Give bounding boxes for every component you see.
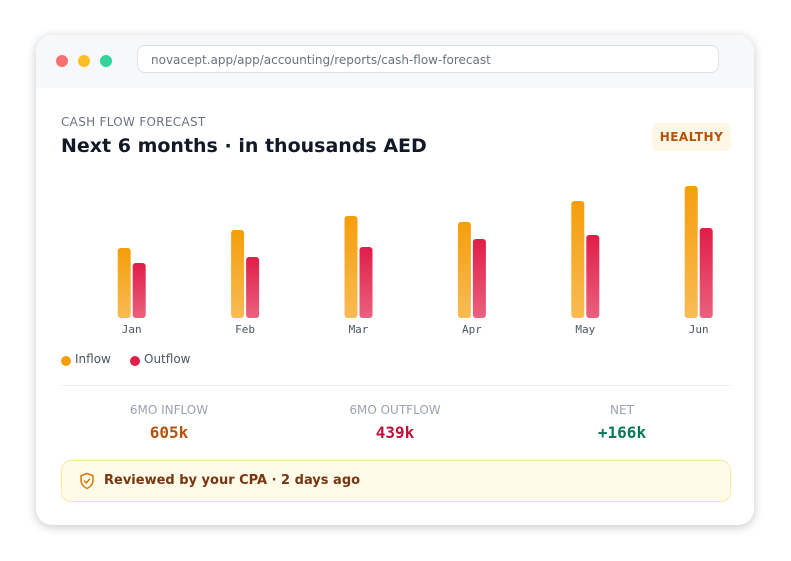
status-badge: HEALTHY (652, 123, 731, 151)
bar (117, 248, 131, 318)
bar (246, 257, 260, 318)
url-bar[interactable]: novacept.app/app/accounting/reports/cash… (137, 45, 719, 73)
bar (457, 222, 471, 318)
stat-label: 6MO INFLOW (129, 403, 209, 417)
x-tick-label: Mar (349, 323, 369, 335)
window: novacept.app/app/accounting/reports/cash… (36, 35, 754, 525)
stat: NET +166k (522, 403, 722, 442)
legend-label[interactable]: Inflow (75, 352, 111, 366)
maximize-dot[interactable] (100, 55, 112, 67)
shield-icon (80, 472, 94, 490)
bar (344, 216, 358, 318)
stat-value: 439k (375, 423, 415, 442)
x-tick-label: Feb (235, 323, 255, 335)
title: Next 6 months · in thousands AED (61, 135, 427, 157)
browser-bar: novacept.app/app/accounting/reports/cash… (36, 35, 754, 88)
legend-dot (61, 356, 71, 366)
x-tick-label: Apr (462, 323, 482, 335)
stat-label: NET (610, 403, 634, 417)
legend-dot (130, 356, 140, 366)
bar (699, 228, 713, 318)
bar (586, 235, 600, 318)
stat-label: 6MO OUTFLOW (349, 403, 441, 417)
bar (472, 239, 486, 318)
x-tick-label: Jun (689, 323, 709, 335)
chart: Jan Feb Mar Apr May Jun (117, 186, 713, 335)
stat-value: 605k (149, 423, 189, 442)
bar (231, 230, 245, 318)
minimize-dot[interactable] (78, 55, 90, 67)
divider (61, 385, 731, 386)
x-tick-label: Jan (122, 323, 142, 335)
stat: 6MO OUTFLOW 439k (295, 403, 495, 442)
bar (359, 247, 373, 318)
legend-label[interactable]: Outflow (144, 352, 191, 366)
stat: 6MO INFLOW 605k (69, 403, 269, 442)
bar (684, 186, 698, 318)
eyebrow: CASH FLOW FORECAST (61, 115, 206, 129)
review-text: Reviewed by your CPA · 2 days ago (104, 473, 361, 488)
review-note: Reviewed by your CPA · 2 days ago (61, 460, 731, 502)
stat-value: +166k (597, 423, 647, 442)
close-dot[interactable] (56, 55, 68, 67)
x-tick-label: May (575, 323, 595, 335)
bar (132, 263, 146, 318)
bar (571, 201, 585, 318)
